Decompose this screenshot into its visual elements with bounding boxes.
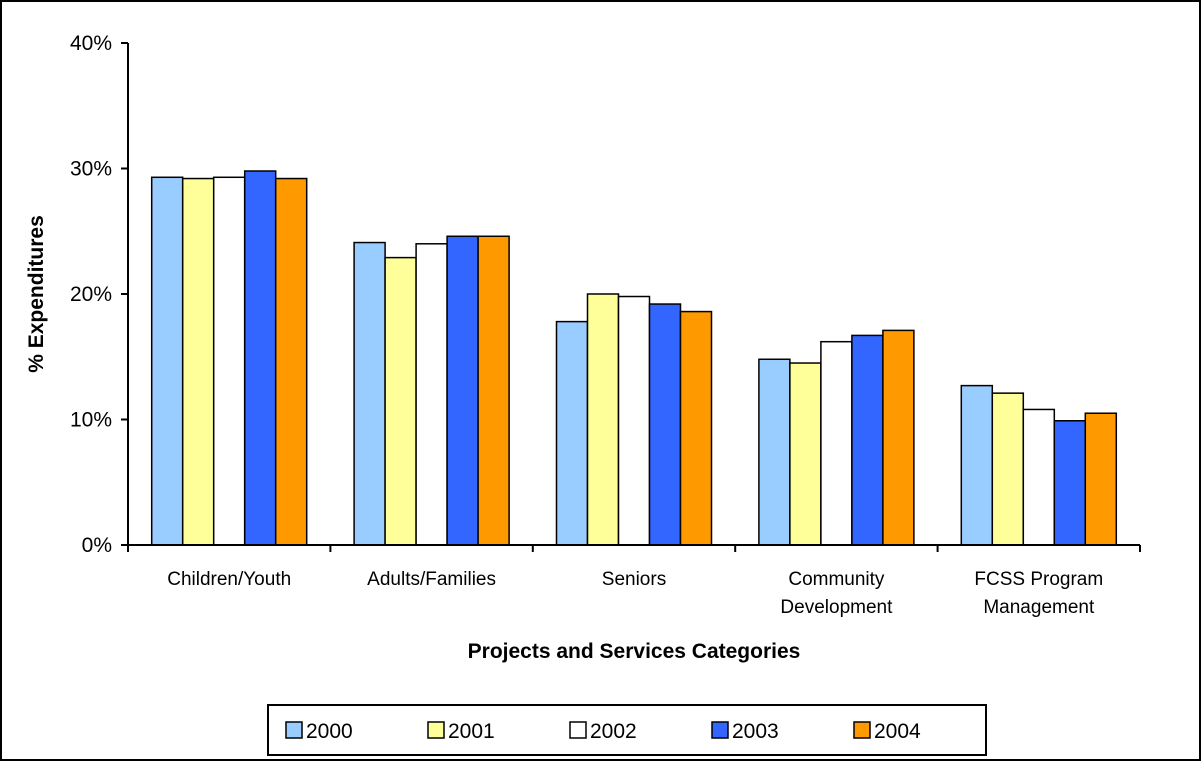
bar-2004 — [882, 329, 915, 546]
category-label: FCSS Program Management — [974, 569, 1103, 618]
bar-2000 — [555, 320, 589, 546]
legend: 2000 2001 2002 2003 2004 — [267, 704, 987, 756]
category-label: Adults/Families — [367, 569, 496, 590]
category-label: Seniors — [602, 569, 666, 590]
y-tick-label: 0% — [82, 534, 112, 557]
bar-2001 — [991, 392, 1025, 546]
bar-2002 — [820, 340, 853, 546]
bar-2003 — [851, 334, 884, 546]
category-label: Children/Youth — [167, 569, 291, 590]
legend-swatch-2001 — [427, 721, 445, 739]
legend-label-2004: 2004 — [874, 720, 921, 743]
bar-2003 — [243, 170, 277, 546]
bar-2001 — [384, 256, 417, 546]
bars — [150, 170, 1118, 546]
bar-2001 — [586, 293, 620, 546]
y-tick-label: 20% — [70, 283, 112, 306]
x-axis: Children/Youth Adults/Families Seniors Comm… — [127, 544, 1141, 618]
bar-2001 — [181, 177, 215, 546]
legend-label-2002: 2002 — [590, 720, 637, 743]
legend-swatch-2003 — [711, 721, 729, 739]
legend-label-2003: 2003 — [732, 720, 779, 743]
y-tick-label: 40% — [70, 32, 112, 55]
bar-2003 — [648, 303, 682, 546]
legend-swatch-2004 — [853, 721, 871, 739]
y-tick-label: 10% — [70, 409, 112, 432]
bar-2004 — [1084, 412, 1118, 546]
y-tick-label: 30% — [70, 158, 112, 181]
bar-2000 — [960, 384, 994, 546]
bar-2004 — [477, 235, 510, 546]
category-label: Community Development — [780, 569, 893, 618]
x-axis-title: Projects and Services Categories — [468, 640, 801, 663]
bar-2000 — [150, 176, 184, 546]
legend-swatch-2000 — [285, 721, 303, 739]
bar-2004 — [679, 310, 713, 546]
bar-2002 — [415, 243, 448, 546]
bar-2003 — [1053, 420, 1087, 546]
bar-2003 — [446, 235, 479, 546]
legend-swatch-2002 — [569, 721, 587, 739]
bar-2000 — [758, 358, 791, 546]
bar-2002 — [617, 295, 651, 546]
bar-2004 — [274, 177, 308, 546]
bar-2001 — [789, 362, 822, 546]
legend-label-2000: 2000 — [306, 720, 353, 743]
bar-2002 — [1022, 408, 1056, 546]
legend-label-2001: 2001 — [448, 720, 495, 743]
y-axis: 0% 10% 20% 30% 40% — [70, 32, 129, 557]
y-axis-title: % Expenditures — [25, 215, 48, 373]
bar-2002 — [212, 176, 246, 546]
bar-2000 — [353, 241, 386, 546]
